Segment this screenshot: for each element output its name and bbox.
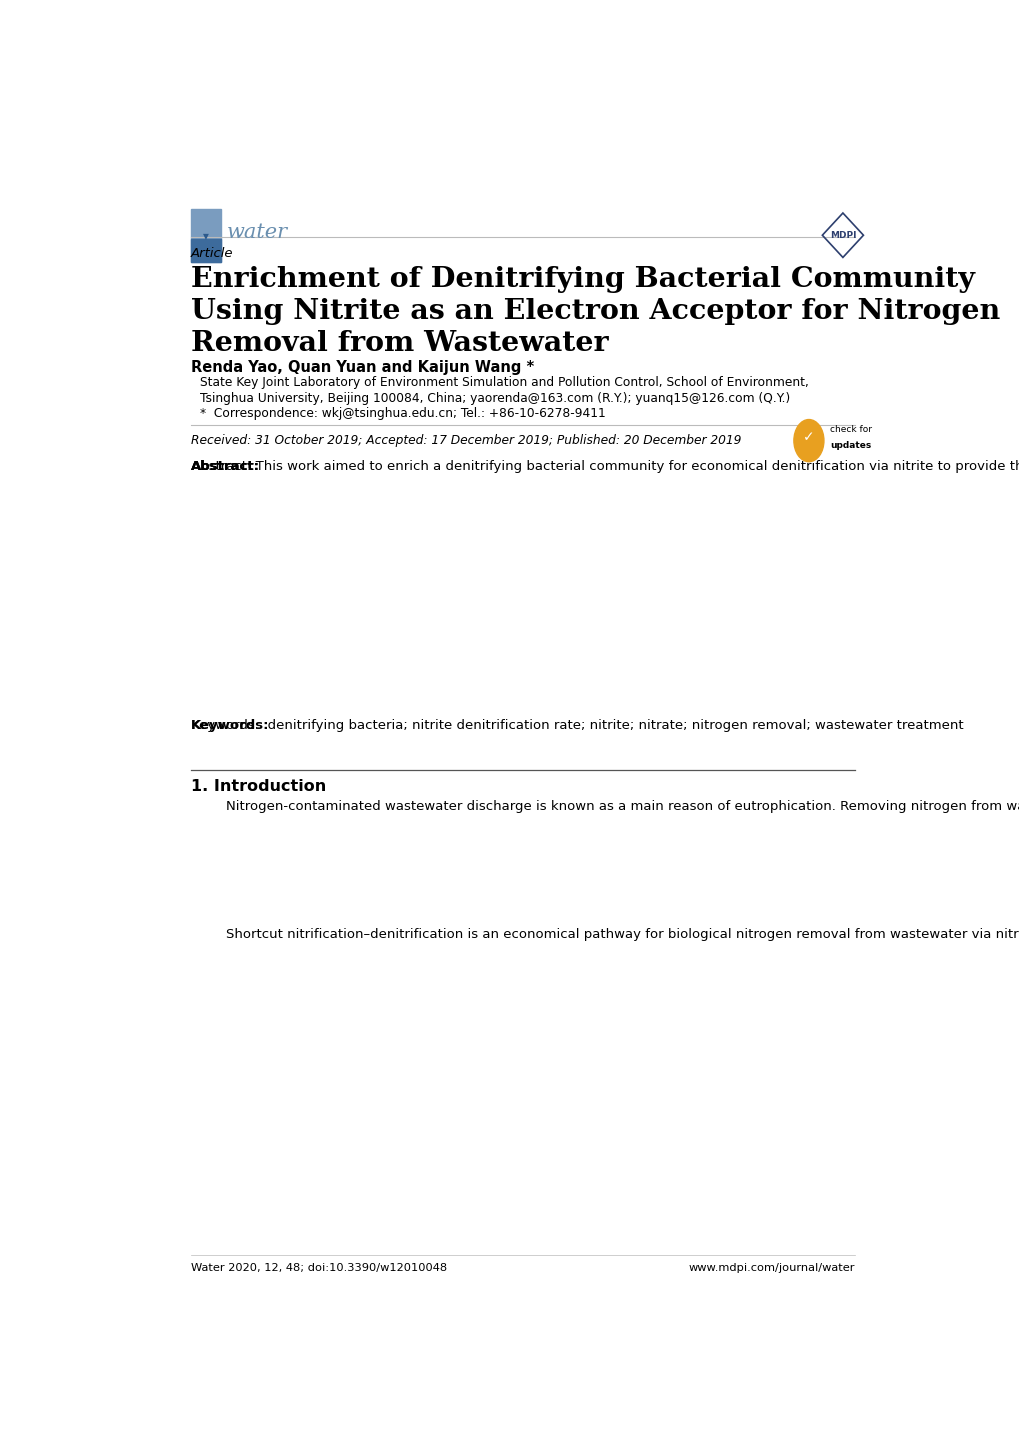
Text: Abstract: This work aimed to enrich a denitrifying bacterial community for econo: Abstract: This work aimed to enrich a de… — [191, 460, 1019, 473]
Text: www.mdpi.com/journal/water: www.mdpi.com/journal/water — [688, 1263, 854, 1273]
Text: Shortcut nitrification–denitrification is an economical pathway for biological n: Shortcut nitrification–denitrification i… — [226, 929, 1019, 942]
Text: Nitrogen-contaminated wastewater discharge is known as a main reason of eutrophi: Nitrogen-contaminated wastewater dischar… — [226, 800, 1019, 813]
Text: Keywords:: Keywords: — [191, 720, 269, 733]
Text: Enrichment of Denitrifying Bacterial Community
Using Nitrite as an Electron Acce: Enrichment of Denitrifying Bacterial Com… — [191, 267, 999, 356]
Text: water: water — [227, 224, 288, 242]
Text: Tsinghua University, Beijing 100084, China; yaorenda@163.com (R.Y.); yuanq15@126: Tsinghua University, Beijing 100084, Chi… — [200, 392, 790, 405]
Text: State Key Joint Laboratory of Environment Simulation and Pollution Control, Scho: State Key Joint Laboratory of Environmen… — [200, 376, 808, 389]
Bar — [191, 239, 220, 262]
Text: ✓: ✓ — [802, 430, 814, 444]
Text: Keywords:  denitrifying bacteria; nitrite denitrification rate; nitrite; nitrate: Keywords: denitrifying bacteria; nitrite… — [191, 720, 962, 733]
Text: *  Correspondence: wkj@tsinghua.edu.cn; Tel.: +86-10-6278-9411: * Correspondence: wkj@tsinghua.edu.cn; T… — [200, 407, 605, 420]
Text: Article: Article — [191, 248, 233, 261]
Text: Renda Yao, Quan Yuan and Kaijun Wang *: Renda Yao, Quan Yuan and Kaijun Wang * — [191, 359, 534, 375]
Text: MDPI: MDPI — [828, 231, 855, 239]
Text: Abstract:: Abstract: — [191, 460, 260, 473]
Text: Abstract:: Abstract: — [191, 460, 260, 473]
Text: updates: updates — [829, 441, 870, 450]
Text: 1. Introduction: 1. Introduction — [191, 779, 326, 795]
Text: Received: 31 October 2019; Accepted: 17 December 2019; Published: 20 December 20: Received: 31 October 2019; Accepted: 17 … — [191, 434, 741, 447]
Text: check for: check for — [829, 425, 871, 434]
Circle shape — [793, 420, 823, 461]
Bar — [191, 209, 220, 262]
Text: ▼: ▼ — [203, 232, 209, 241]
Text: Water 2020, 12, 48; doi:10.3390/w12010048: Water 2020, 12, 48; doi:10.3390/w1201004… — [191, 1263, 446, 1273]
